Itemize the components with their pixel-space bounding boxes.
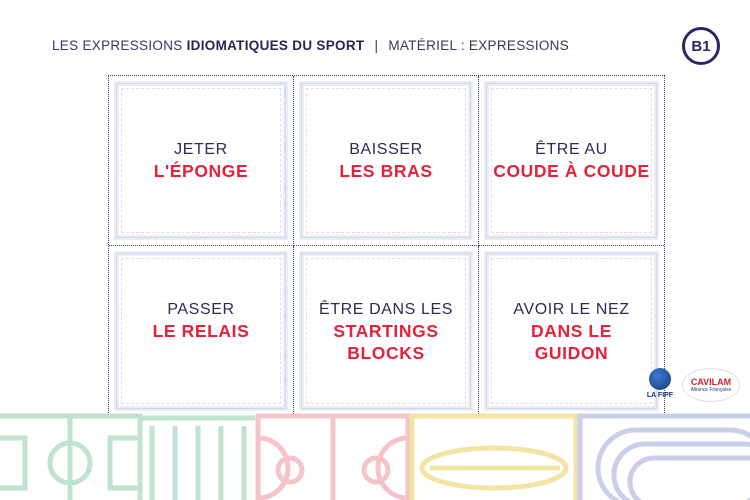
- card-expression: LES BRAS: [339, 160, 433, 181]
- card-content: JETER L'ÉPONGE: [123, 90, 279, 231]
- card-frame: [114, 251, 288, 411]
- card-baisser-les-bras: BAISSER LES BRAS: [294, 76, 479, 246]
- header-separator: |: [374, 38, 379, 53]
- card-expression-line2: BLOCKS: [347, 343, 425, 363]
- card-frame: [299, 251, 473, 411]
- header-prefix: LES EXPRESSIONS: [52, 38, 183, 53]
- card-expression: COUDE À COUDE: [493, 160, 650, 181]
- surfboard-icon: [409, 413, 579, 500]
- card-avoir-le-nez-dans-le-guidon: AVOIR LE NEZ DANS LE GUIDON: [479, 246, 664, 416]
- running-track-icon: [577, 413, 750, 500]
- cavilam-sublabel: Alliance Française: [690, 387, 732, 393]
- header-highlight: IDIOMATIQUES DU SPORT: [186, 38, 365, 53]
- header-section: MATÉRIEL : EXPRESSIONS: [388, 38, 570, 53]
- card-verb: BAISSER: [349, 140, 423, 158]
- cavilam-label: CAVILAM: [690, 377, 732, 387]
- card-jeter-leponge: JETER L'ÉPONGE: [109, 76, 294, 246]
- card-verb: JETER: [174, 140, 228, 158]
- card-content: AVOIR LE NEZ DANS LE GUIDON: [493, 260, 650, 402]
- card-content: ÊTRE DANS LES STARTINGS BLOCKS: [308, 260, 464, 402]
- card-verb: ÊTRE AU: [535, 140, 608, 158]
- cavilam-logo: CAVILAM Alliance Française: [682, 368, 740, 402]
- card-etre-au-coude-a-coude: ÊTRE AU COUDE À COUDE: [479, 76, 664, 246]
- card-content: ÊTRE AU COUDE À COUDE: [493, 90, 650, 231]
- card-passer-le-relais: PASSER LE RELAIS: [109, 246, 294, 416]
- fipf-logo: LA FIPF: [642, 368, 678, 399]
- card-expression: L'ÉPONGE: [153, 160, 249, 181]
- card-expression-line2: GUIDON: [534, 343, 609, 363]
- card-frame: [484, 81, 659, 240]
- football-field-icon: [0, 413, 143, 500]
- card-frame: [484, 251, 659, 411]
- card-verb: ÊTRE DANS LES: [318, 301, 454, 318]
- expression-card-grid: JETER L'ÉPONGE BAISSER LES BRAS ÊTRE AU …: [108, 75, 665, 417]
- card-verb: AVOIR LE NEZ: [513, 301, 630, 318]
- level-badge: B1: [682, 27, 720, 65]
- fipf-label: LA FIPF: [646, 392, 674, 399]
- globe-icon: [649, 368, 671, 390]
- sports-decoration-strip: [0, 413, 750, 500]
- card-expression: DANS LE: [530, 321, 612, 341]
- card-verb: PASSER: [167, 301, 235, 318]
- card-content: BAISSER LES BRAS: [308, 90, 464, 231]
- goalposts-icon: [140, 415, 255, 500]
- card-content: PASSER LE RELAIS: [123, 260, 279, 402]
- card-expression: LE RELAIS: [152, 321, 250, 341]
- basketball-court-icon: [255, 413, 411, 500]
- page-header: LES EXPRESSIONS IDIOMATIQUES DU SPORT | …: [52, 38, 569, 53]
- card-expression: STARTINGS: [333, 321, 439, 341]
- card-frame: [299, 81, 473, 240]
- card-frame: [114, 81, 288, 240]
- card-etre-dans-les-startings-blocks: ÊTRE DANS LES STARTINGS BLOCKS: [294, 246, 479, 416]
